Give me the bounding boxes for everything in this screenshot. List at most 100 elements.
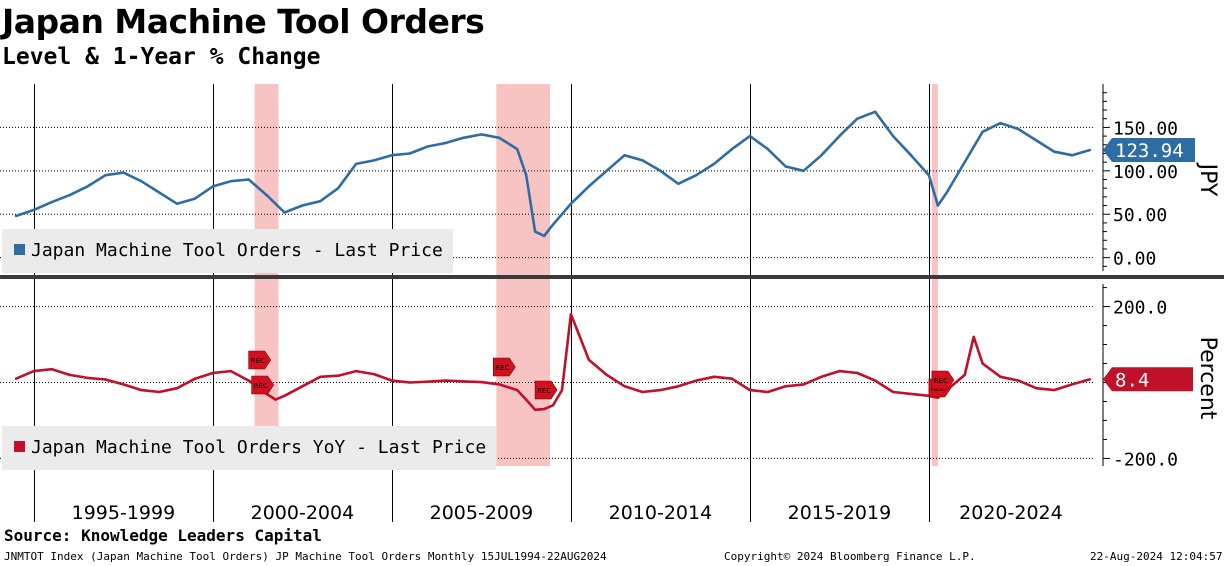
- level-point: [480, 133, 483, 136]
- yoy-point: [211, 371, 215, 375]
- rec-marker-label: REC: [251, 357, 265, 365]
- panel-divider: [0, 275, 1224, 279]
- yoy-point: [659, 388, 662, 392]
- level-point: [695, 174, 698, 177]
- level-point: [712, 162, 716, 166]
- yoy-point: [551, 404, 555, 407]
- level-point: [50, 200, 53, 204]
- level-point: [516, 147, 519, 151]
- yoy-point: [32, 369, 36, 373]
- level-point: [408, 152, 411, 155]
- rec-marker-shape: [248, 350, 272, 370]
- chart-subtitle: Level & 1-Year % Change: [2, 44, 321, 70]
- level-point: [247, 178, 250, 181]
- legend-yoy-label: Japan Machine Tool Orders YoY - Last Pri…: [31, 437, 487, 458]
- yoy-point: [712, 375, 716, 378]
- level-point: [551, 223, 555, 226]
- yoy-point: [533, 408, 537, 411]
- level-point: [498, 136, 501, 139]
- footer-center: Copyright© 2024 Bloomberg Finance L.P.: [724, 550, 976, 563]
- level-point: [838, 134, 841, 138]
- yoy-point: [1017, 379, 1020, 382]
- yoy-point: [480, 380, 483, 384]
- level-point: [525, 174, 528, 177]
- yoy-point: [247, 379, 250, 382]
- yoy-point: [498, 383, 501, 386]
- rec-marker-label: REC: [254, 382, 268, 390]
- chart-title: Japan Machine Tool Orders: [2, 2, 485, 41]
- level-point: [140, 180, 143, 183]
- level-point: [158, 191, 161, 194]
- yoy-point: [542, 407, 546, 411]
- yoy-point: [444, 379, 447, 382]
- level-point: [623, 154, 626, 157]
- level-point: [659, 169, 662, 172]
- level-last-value: 123.94: [1103, 137, 1195, 162]
- legend-yoy-swatch: [14, 441, 25, 452]
- yoy-point: [140, 388, 143, 392]
- yoy-point: [104, 378, 107, 381]
- yoy-point: [354, 369, 358, 373]
- yoy-point: [766, 390, 769, 394]
- level-last-value-text: 123.94: [1115, 140, 1184, 162]
- yoy-point: [516, 388, 519, 392]
- yoy-point: [283, 394, 286, 397]
- yoy-point: [838, 369, 841, 373]
- level-point: [301, 204, 304, 207]
- legend-yoy: Japan Machine Tool Orders YoY - Last Pri…: [2, 426, 497, 470]
- level-point: [211, 185, 215, 188]
- level-line: [15, 110, 1091, 238]
- level-point: [981, 130, 984, 133]
- yoy-point: [319, 375, 322, 378]
- level-point: [945, 191, 948, 194]
- level-tick-label: 150.00: [1113, 118, 1178, 139]
- level-point: [641, 159, 644, 162]
- level-point: [68, 193, 71, 197]
- level-point: [891, 134, 895, 138]
- yoy-point: [1035, 387, 1038, 390]
- rec-marker-label: REC: [537, 387, 551, 395]
- yoy-point: [677, 385, 680, 388]
- level-point: [426, 145, 429, 148]
- x-tick-label: 2005-2009: [430, 502, 534, 524]
- yoy-point: [462, 380, 465, 383]
- yoy-line: [15, 312, 1091, 412]
- legend-level: Japan Machine Tool Orders - Last Price: [2, 229, 453, 273]
- level-point: [784, 165, 787, 168]
- source-note: Source: Knowledge Leaders Capital: [4, 526, 322, 545]
- level-point: [14, 214, 18, 218]
- yoy-point: [587, 358, 590, 361]
- yoy-last-value: 8.4: [1103, 367, 1193, 392]
- yoy-point: [301, 385, 304, 388]
- yoy-point: [14, 377, 18, 380]
- yoy-point: [122, 383, 125, 386]
- x-tick-label: 1995-1999: [72, 502, 176, 524]
- level-point: [462, 136, 465, 139]
- level-point: [936, 204, 940, 207]
- yoy-point: [981, 362, 984, 365]
- level-point: [999, 121, 1002, 125]
- yoy-point: [963, 373, 966, 377]
- yoy-point: [999, 375, 1002, 378]
- level-point: [1070, 154, 1074, 157]
- yoy-point: [569, 313, 573, 316]
- yoy-point: [175, 387, 179, 390]
- level-point: [175, 202, 179, 205]
- level-point: [337, 187, 340, 190]
- level-point: [104, 174, 107, 177]
- rec-marker-label: REC: [934, 377, 948, 385]
- level-point: [319, 200, 322, 203]
- yoy-point: [623, 385, 626, 388]
- yoy-point: [748, 388, 752, 392]
- yoy-point: [820, 375, 823, 378]
- yoy-point: [578, 335, 582, 339]
- yoy-point: [68, 373, 71, 377]
- rec-marker: REC: [251, 375, 275, 395]
- yoy-last-value-box: [1103, 367, 1193, 392]
- rec-marker-shape: [534, 380, 558, 400]
- level-point: [1088, 148, 1092, 152]
- level-point: [820, 154, 823, 157]
- x-tick-label: 2020-2024: [959, 502, 1063, 524]
- level-point: [1017, 127, 1020, 131]
- yoy-point: [1053, 388, 1056, 392]
